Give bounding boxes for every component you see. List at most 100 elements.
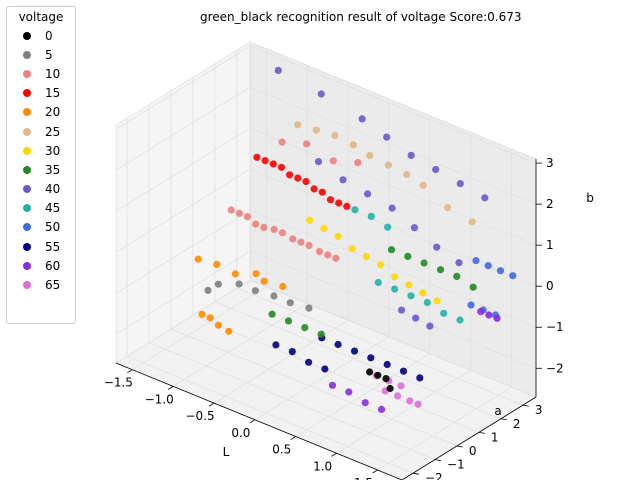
data-point-40 xyxy=(358,115,366,123)
data-point-40 xyxy=(433,243,441,251)
data-point-25 xyxy=(331,131,339,139)
data-point-15 xyxy=(286,171,294,179)
data-point-40 xyxy=(456,180,464,188)
y-axis-label: a xyxy=(494,404,501,418)
y-tick-label: 3 xyxy=(535,403,543,417)
legend-marker xyxy=(23,261,31,270)
data-point-30 xyxy=(433,297,441,305)
data-point-25 xyxy=(312,126,320,134)
data-point-60 xyxy=(485,311,493,319)
legend-marker xyxy=(23,281,31,290)
data-point-60 xyxy=(361,399,369,407)
data-point-10 xyxy=(235,209,243,217)
data-point-65 xyxy=(406,397,414,405)
data-point-15 xyxy=(302,177,310,186)
data-point-10 xyxy=(315,248,324,256)
data-point-40 xyxy=(407,151,415,159)
x-axis-line xyxy=(115,362,403,480)
legend-item-55: 55 xyxy=(7,237,75,256)
z-axis-label: b xyxy=(586,191,594,205)
data-point-65 xyxy=(394,392,402,400)
grid-line-z-left xyxy=(115,209,251,294)
data-point-40 xyxy=(274,66,282,74)
grid-line-z-left xyxy=(115,45,251,130)
legend-marker xyxy=(23,50,31,59)
legend-marker xyxy=(23,146,31,155)
y-tick-label: −2 xyxy=(425,471,443,480)
legend-label: 20 xyxy=(45,105,61,120)
data-point-15 xyxy=(318,188,326,196)
data-point-15 xyxy=(335,199,343,207)
data-point-10 xyxy=(260,223,268,231)
grid-line-y-floor xyxy=(126,355,414,474)
data-point-65 xyxy=(397,382,405,390)
data-point-0 xyxy=(374,371,382,379)
grid-line-y-floor xyxy=(236,287,523,406)
legend-label: 0 xyxy=(45,28,53,43)
data-point-35 xyxy=(453,272,461,280)
z-tick-label: 1 xyxy=(546,238,554,252)
data-point-40 xyxy=(314,158,323,166)
x-tick-label: 0.5 xyxy=(272,443,291,457)
x-tick-mark xyxy=(127,369,133,374)
data-point-5 xyxy=(305,304,313,312)
x-tick-mark xyxy=(290,436,296,440)
data-point-35 xyxy=(469,283,477,291)
data-point-10 xyxy=(278,138,286,146)
y-tick-mark xyxy=(522,404,529,407)
legend-label: 40 xyxy=(45,182,61,197)
data-point-40 xyxy=(432,165,440,174)
data-point-25 xyxy=(468,218,476,226)
data-point-65 xyxy=(414,400,422,408)
legend-marker xyxy=(23,89,31,98)
data-point-50 xyxy=(509,272,517,280)
data-point-0 xyxy=(366,368,374,376)
legend-label: 5 xyxy=(45,47,53,62)
data-point-30 xyxy=(320,224,328,232)
data-point-60 xyxy=(493,314,501,322)
grid-line-x-floor xyxy=(377,386,512,471)
data-point-10 xyxy=(354,159,362,167)
legend-marker xyxy=(23,127,31,136)
data-point-15 xyxy=(294,174,302,182)
data-point-35 xyxy=(436,266,445,274)
z-tick-label: 2 xyxy=(546,197,554,211)
legend-marker xyxy=(23,204,31,213)
data-point-30 xyxy=(376,261,385,269)
grid-line-z-back xyxy=(249,250,537,369)
grid-line-y-floor xyxy=(170,328,458,447)
grid-line-y-floor xyxy=(192,315,480,433)
legend-item-0: 0 xyxy=(7,26,75,45)
data-point-20 xyxy=(260,277,268,285)
x-axis-label: L xyxy=(223,445,230,459)
grid-line-y-floor xyxy=(214,301,502,420)
data-point-30 xyxy=(405,281,413,289)
x-tick-label: 0.0 xyxy=(231,426,250,440)
data-point-20 xyxy=(206,314,214,322)
data-point-45 xyxy=(456,316,464,324)
legend-item-50: 50 xyxy=(7,218,75,237)
x-tick-label: −1.0 xyxy=(145,392,174,406)
x-tick-label: 1.5 xyxy=(354,476,373,480)
y-tick-label: 0 xyxy=(469,444,477,458)
data-point-40 xyxy=(426,322,434,330)
data-point-5 xyxy=(235,280,243,288)
data-point-30 xyxy=(334,232,342,240)
data-point-50 xyxy=(467,301,475,309)
data-point-45 xyxy=(391,285,399,293)
data-point-15 xyxy=(277,163,286,171)
legend-items: 0 5 10 15 20 25 30 35 40 45 50 55 60 65 xyxy=(7,26,75,295)
data-point-15 xyxy=(261,157,269,165)
data-point-25 xyxy=(294,121,302,129)
data-point-35 xyxy=(301,324,309,332)
data-point-40 xyxy=(481,194,489,202)
y-tick-label: 1 xyxy=(491,430,499,444)
legend-item-10: 10 xyxy=(7,64,75,83)
data-point-60 xyxy=(328,381,337,389)
data-point-35 xyxy=(317,330,325,338)
legend-label: 15 xyxy=(45,86,61,101)
grid-line-z-left xyxy=(115,168,251,253)
data-point-55 xyxy=(416,374,424,382)
data-point-10 xyxy=(305,241,313,250)
data-point-10 xyxy=(303,140,311,148)
